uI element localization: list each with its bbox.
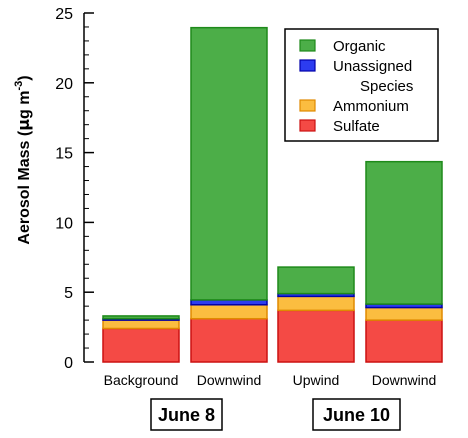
group-label-0: June 8 <box>158 405 215 425</box>
legend-label-1-1: Species <box>360 78 413 95</box>
group-box-1 <box>312 398 401 431</box>
category-label-1: Downwind <box>197 372 262 388</box>
category-label-3: Downwind <box>372 372 437 388</box>
y-axis: 0 5 10 15 20 25 <box>55 6 94 372</box>
legend-label-1-0: Unassigned <box>333 58 412 75</box>
category-label-2: Upwind <box>293 372 340 388</box>
ylabel-part-mu: μ <box>14 119 33 131</box>
bar-organic-0 <box>102 315 180 320</box>
bar-organic-1 <box>190 26 268 301</box>
legend-swatch-1 <box>299 59 316 72</box>
legend-swatch-2 <box>299 99 316 112</box>
y-tick-label-5: 5 <box>64 285 73 302</box>
ylabel-part-unit: g m <box>16 91 33 119</box>
bar-ammonium-3 <box>365 306 443 321</box>
bar-sulfate-1 <box>190 317 268 363</box>
legend-swatch-3 <box>299 119 316 132</box>
legend-label-3-0: Sulfate <box>333 118 380 135</box>
legend-label-0-0: Organic <box>333 38 386 55</box>
bar-sulfate-2 <box>277 309 355 363</box>
y-tick-label-25: 25 <box>55 6 73 23</box>
ylabel-part-sup: -3 <box>13 81 25 91</box>
bar-ammonium-1 <box>190 304 268 320</box>
category-label-0: Background <box>104 372 179 388</box>
group-box-0 <box>150 398 223 431</box>
category-labels: Background Downwind Upwind Downwind <box>104 372 437 388</box>
bar-ammonium-2 <box>277 295 355 312</box>
bar-ammonium-0 <box>102 319 180 330</box>
bar-organic-3 <box>365 160 443 305</box>
bars-layer <box>102 26 443 363</box>
ylabel-part-close: ) <box>16 75 33 80</box>
bar-sulfate-3 <box>365 319 443 363</box>
legend-label-2-0: Ammonium <box>333 98 409 115</box>
legend-swatch-0 <box>299 39 316 52</box>
bar-sulfate-0 <box>102 327 180 363</box>
group-label-1: June 10 <box>323 405 390 425</box>
y-tick-label-20: 20 <box>55 76 73 93</box>
y-axis-label: Aerosol Mass (μg m-3) <box>13 75 33 244</box>
bar-organic-2 <box>277 266 355 295</box>
y-tick-label-10: 10 <box>55 215 73 232</box>
y-tick-label-15: 15 <box>55 146 73 163</box>
group-labels: June 8 June 10 <box>150 398 401 431</box>
ylabel-part-0: Aerosol Mass ( <box>16 130 33 244</box>
y-tick-label-0: 0 <box>64 355 73 372</box>
legend: Organic Unassigned Species Ammonium Sulfate <box>284 28 439 142</box>
